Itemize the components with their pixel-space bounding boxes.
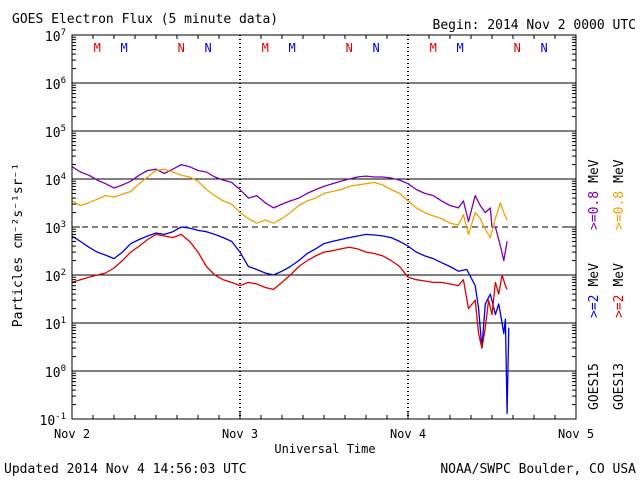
local-time-marker: N	[514, 41, 521, 55]
series-line	[71, 226, 510, 415]
updated-timestamp: Updated 2014 Nov 4 14:56:03 UTC	[4, 462, 247, 477]
legend-entry: >=2MeV	[612, 263, 627, 318]
legend-entry: >=0.8MeV	[587, 159, 602, 230]
legend-layer: >=0.8MeV >=0.8MeV >=2MeV >=2MeV GOES15 GOES13	[587, 159, 627, 410]
y-axis-label: Particles cm⁻²s⁻¹sr⁻¹	[11, 163, 26, 327]
local-time-marker: N	[178, 41, 185, 55]
local-time-marker: M	[430, 41, 437, 55]
legend-entry: GOES13	[612, 363, 627, 410]
x-tick-label: Nov 3	[222, 427, 258, 441]
local-time-marker: N	[372, 41, 379, 55]
agency-credit: NOAA/SWPC Boulder, CO USA	[440, 462, 636, 477]
y-tick-label: 100	[45, 364, 66, 381]
y-tick-label: 107	[45, 28, 66, 45]
local-time-marker: M	[456, 41, 463, 55]
y-tick-label: 102	[45, 268, 66, 285]
x-axis-label: Universal Time	[274, 442, 375, 456]
x-tick-label: Nov 5	[558, 427, 594, 441]
legend-entry: >=0.8MeV	[612, 159, 627, 230]
axes-layer: 10-1 100 101 102 103 104 105 106 107 Nov 2 Nov 3 No…	[40, 28, 595, 441]
chart-title: GOES Electron Flux (5 minute data)	[12, 12, 278, 27]
series-layer	[71, 163, 510, 415]
local-time-marker: M	[120, 41, 127, 55]
legend-entry: GOES15	[587, 363, 602, 410]
local-time-marker: N	[346, 41, 353, 55]
begin-time: Begin: 2014 Nov 2 0000 UTC	[433, 18, 637, 33]
local-time-marker: N	[204, 41, 211, 55]
y-tick-label: 10-1	[40, 412, 67, 429]
legend-entry: >=2MeV	[587, 263, 602, 318]
x-tick-label: Nov 4	[390, 427, 426, 441]
series-line	[71, 163, 508, 262]
grid-layer	[72, 35, 576, 419]
y-tick-label: 101	[45, 316, 66, 333]
y-tick-label: 105	[45, 124, 66, 141]
local-time-marker: M	[288, 41, 295, 55]
series-line	[71, 233, 508, 349]
series-line	[71, 168, 508, 239]
x-tick-label: Nov 2	[54, 427, 90, 441]
y-tick-label: 104	[45, 172, 66, 189]
y-tick-label: 103	[45, 220, 66, 237]
y-tick-label: 106	[45, 76, 66, 93]
local-time-marker: N	[540, 41, 547, 55]
local-time-marker: M	[94, 41, 101, 55]
local-time-marker: M	[262, 41, 269, 55]
